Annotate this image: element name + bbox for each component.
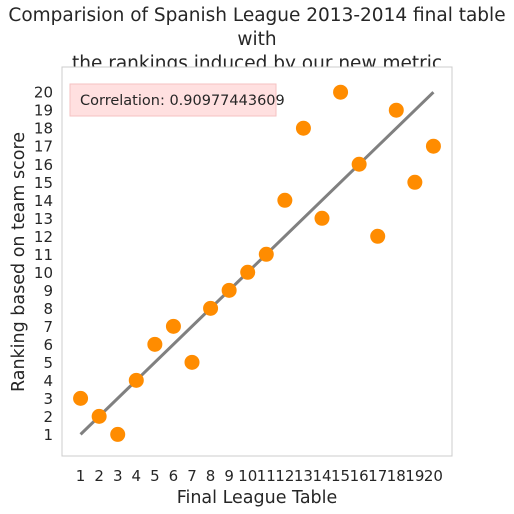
y-tick-label-16: 16 bbox=[34, 156, 53, 174]
x-tick-label-3: 3 bbox=[113, 467, 123, 485]
y-tick-label-18: 18 bbox=[34, 120, 53, 138]
x-tick-label-11: 11 bbox=[257, 467, 276, 485]
correlation-annotation: Correlation: 0.90977443609 bbox=[69, 83, 285, 117]
y-tick-label-19: 19 bbox=[34, 102, 53, 120]
data-point-4 bbox=[128, 372, 144, 388]
data-point-8 bbox=[203, 300, 219, 316]
data-point-2 bbox=[91, 408, 107, 424]
x-tick-label-16: 16 bbox=[350, 467, 369, 485]
y-tick-label-2: 2 bbox=[43, 408, 53, 426]
x-tick-label-1: 1 bbox=[76, 467, 86, 485]
x-tick-label-14: 14 bbox=[312, 467, 331, 485]
y-tick-label-6: 6 bbox=[43, 336, 53, 354]
data-point-1 bbox=[73, 390, 89, 406]
y-tick-label-9: 9 bbox=[43, 282, 53, 300]
data-point-13 bbox=[295, 120, 311, 136]
x-axis-label: Final League Table bbox=[177, 488, 338, 508]
x-tick-label-20: 20 bbox=[424, 467, 443, 485]
x-tick-label-2: 2 bbox=[94, 467, 104, 485]
data-point-20 bbox=[425, 138, 441, 154]
y-tick-label-3: 3 bbox=[43, 390, 53, 408]
data-point-15 bbox=[333, 84, 349, 100]
data-point-10 bbox=[240, 264, 256, 280]
y-tick-label-1: 1 bbox=[43, 426, 53, 444]
x-tick-label-19: 19 bbox=[405, 467, 424, 485]
x-tick-label-10: 10 bbox=[238, 467, 257, 485]
data-point-9 bbox=[221, 282, 237, 298]
data-point-17 bbox=[370, 228, 386, 244]
data-point-12 bbox=[277, 192, 293, 208]
data-point-11 bbox=[258, 246, 274, 262]
x-tick-label-15: 15 bbox=[331, 467, 350, 485]
x-tick-label-17: 17 bbox=[368, 467, 387, 485]
x-tick-label-12: 12 bbox=[275, 467, 294, 485]
y-tick-label-8: 8 bbox=[43, 300, 53, 318]
y-tick-label-15: 15 bbox=[34, 174, 53, 192]
y-tick-label-11: 11 bbox=[34, 246, 53, 264]
data-point-14 bbox=[314, 210, 330, 226]
data-point-19 bbox=[407, 174, 423, 190]
data-point-16 bbox=[351, 156, 367, 172]
data-point-6 bbox=[165, 318, 181, 334]
x-tick-label-7: 7 bbox=[187, 467, 197, 485]
correlation-annotation-text: Correlation: 0.90977443609 bbox=[80, 93, 285, 109]
correlation-annotation-box bbox=[69, 83, 277, 117]
x-tick-label-8: 8 bbox=[206, 467, 216, 485]
x-tick-label-5: 5 bbox=[150, 467, 160, 485]
y-tick-label-4: 4 bbox=[43, 372, 53, 390]
y-tick-label-12: 12 bbox=[34, 228, 53, 246]
y-tick-label-7: 7 bbox=[43, 318, 53, 336]
x-tick-label-6: 6 bbox=[169, 467, 179, 485]
y-tick-label-17: 17 bbox=[34, 138, 53, 156]
data-point-5 bbox=[147, 336, 163, 352]
y-tick-label-14: 14 bbox=[34, 192, 53, 210]
x-tick-label-4: 4 bbox=[132, 467, 142, 485]
x-tick-label-9: 9 bbox=[224, 467, 234, 485]
data-point-18 bbox=[388, 102, 404, 118]
y-tick-label-13: 13 bbox=[34, 210, 53, 228]
y-tick-label-10: 10 bbox=[34, 264, 53, 282]
chart-title-line-1: Comparision of Spanish League 2013-2014 … bbox=[8, 5, 506, 50]
y-tick-label-5: 5 bbox=[43, 354, 53, 372]
y-tick-label-20: 20 bbox=[34, 84, 53, 102]
data-point-7 bbox=[184, 354, 200, 370]
x-tick-label-13: 13 bbox=[294, 467, 313, 485]
x-tick-label-18: 18 bbox=[387, 467, 406, 485]
data-point-3 bbox=[110, 426, 126, 442]
y-axis-label: Ranking based on team score bbox=[9, 132, 29, 392]
